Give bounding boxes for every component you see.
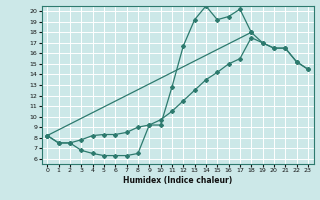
X-axis label: Humidex (Indice chaleur): Humidex (Indice chaleur) — [123, 176, 232, 185]
